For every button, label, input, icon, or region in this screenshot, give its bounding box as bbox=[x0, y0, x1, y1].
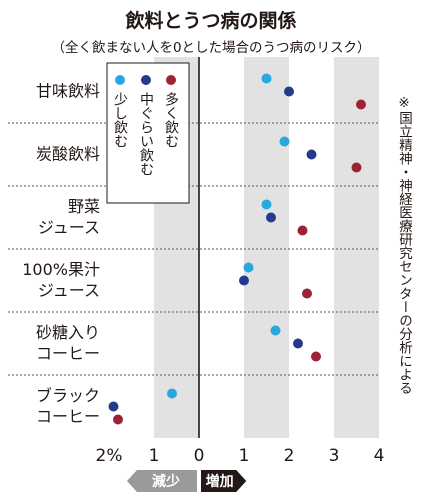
increase-arrow bbox=[201, 470, 247, 492]
shaded-band bbox=[334, 57, 379, 438]
x-tick-label: 2 bbox=[284, 446, 295, 466]
category-label: コーヒー bbox=[36, 407, 100, 426]
decrease-label: 減少 bbox=[152, 473, 180, 490]
data-point bbox=[302, 288, 312, 299]
category-label: 炭酸飲料 bbox=[36, 145, 100, 164]
source-note-text: ※国立精神・神経医療研究センターの分析による bbox=[396, 95, 413, 395]
data-point bbox=[266, 212, 276, 223]
x-tick-label: 4 bbox=[374, 446, 385, 466]
category-label: ジュース bbox=[38, 218, 100, 237]
data-point bbox=[284, 86, 294, 97]
category-label: コーヒー bbox=[36, 344, 100, 363]
direction-indicator: 減少 増加 bbox=[127, 470, 247, 492]
legend-marker bbox=[166, 75, 176, 85]
data-point bbox=[351, 162, 362, 173]
data-point bbox=[261, 73, 272, 84]
data-point bbox=[356, 99, 366, 110]
x-tick-label: 2% bbox=[96, 446, 123, 466]
chart-subtitle: （全く飲まない人を0とした場合のうつ病のリスク） bbox=[51, 39, 370, 56]
decrease-arrow bbox=[127, 470, 197, 492]
chart-title: 飲料とうつ病の関係 bbox=[124, 9, 296, 32]
x-tick-label: 0 bbox=[194, 446, 205, 466]
data-point bbox=[239, 275, 249, 286]
x-tick-label: 1 bbox=[149, 446, 160, 466]
data-point bbox=[113, 414, 123, 425]
data-point bbox=[293, 338, 303, 349]
data-point bbox=[297, 225, 308, 236]
shaded-band bbox=[244, 57, 289, 438]
data-point bbox=[306, 149, 317, 160]
legend-marker bbox=[141, 75, 151, 85]
x-tick-label: 3 bbox=[329, 446, 340, 466]
legend-box bbox=[106, 62, 190, 204]
x-axis-ticks: 2% 1 0 1 2 3 4 bbox=[96, 446, 385, 466]
category-label: ジュース bbox=[38, 281, 100, 300]
category-label: 甘味飲料 bbox=[36, 82, 100, 101]
legend-label: 中ぐらい飲む bbox=[138, 92, 154, 176]
data-point bbox=[311, 351, 321, 362]
category-label: 砂糖入り bbox=[36, 323, 100, 342]
x-tick-label: 1 bbox=[239, 446, 250, 466]
data-point bbox=[167, 388, 177, 399]
row-dividers bbox=[8, 122, 379, 376]
source-note: ※国立精神・神経医療研究センターの分析による bbox=[396, 95, 413, 395]
category-label: 野菜 bbox=[68, 197, 100, 216]
data-point bbox=[270, 325, 281, 336]
category-label: ブラック bbox=[36, 386, 100, 405]
category-label: 100%果汁 bbox=[22, 260, 100, 279]
legend-label: 少し飲む bbox=[112, 92, 128, 148]
legend-marker bbox=[115, 75, 125, 85]
data-point bbox=[243, 262, 254, 273]
data-points bbox=[108, 73, 366, 425]
data-point bbox=[261, 199, 272, 210]
legend-label: 多く飲む bbox=[163, 91, 179, 148]
data-point bbox=[279, 136, 290, 147]
data-point bbox=[108, 401, 119, 412]
increase-label: 増加 bbox=[206, 473, 234, 490]
